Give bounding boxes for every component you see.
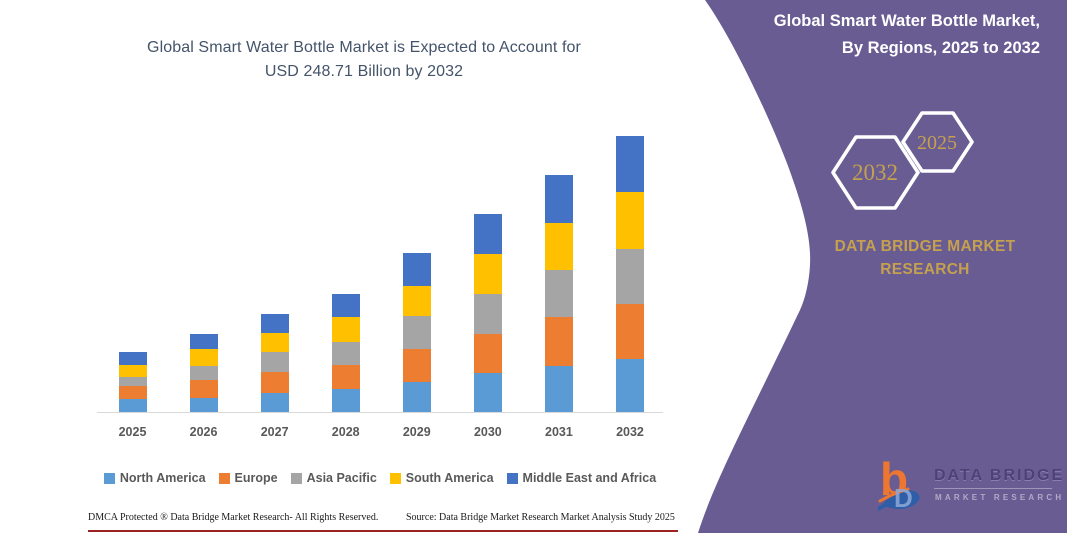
- bar-group-2026: [189, 333, 218, 412]
- legend-label: Asia Pacific: [306, 471, 377, 485]
- bar-segment: [189, 333, 218, 350]
- x-axis-label: 2026: [189, 425, 218, 439]
- logo-divider: [934, 488, 1052, 489]
- bar-group-2031: [544, 175, 573, 412]
- bar-segment: [331, 364, 360, 389]
- bar-segment: [118, 365, 147, 377]
- hexagon-2032-label: 2032: [852, 160, 898, 185]
- bar-group-2029: [402, 252, 431, 412]
- bar-group-2030: [473, 214, 502, 412]
- bar-segment: [544, 175, 573, 223]
- bar-segment: [118, 385, 147, 399]
- hexagon-2032: 2032: [831, 135, 920, 210]
- x-axis-label: 2028: [331, 425, 360, 439]
- legend-label: South America: [405, 471, 494, 485]
- x-axis-label: 2030: [473, 425, 502, 439]
- logo-text-market-research: MARKET RESEARCH: [935, 493, 1065, 502]
- legend-label: Middle East and Africa: [522, 471, 657, 485]
- plot-area: [97, 128, 663, 413]
- bar-segment: [544, 366, 573, 412]
- logo-text-data-bridge: DATA BRIDGE: [934, 467, 1065, 484]
- panel-title-line1: Global Smart Water Bottle Market,: [773, 12, 1040, 30]
- legend-label: Europe: [234, 471, 278, 485]
- brand-line1: DATA BRIDGE MARKET: [834, 238, 1016, 255]
- x-axis-label: 2027: [260, 425, 289, 439]
- brand-wordmark: DATA BRIDGE MARKET RESEARCH: [830, 235, 1020, 281]
- panel-title-line2: By Regions, 2025 to 2032: [841, 39, 1040, 57]
- bar-group-2028: [331, 293, 360, 412]
- x-axis-label: 2032: [616, 425, 644, 439]
- source-note: Source: Data Bridge Market Research Mark…: [406, 512, 675, 523]
- purple-panel-shape: [698, 0, 1067, 533]
- legend-swatch: [218, 472, 230, 484]
- bar-segment: [402, 348, 431, 382]
- bar-segment: [260, 333, 289, 353]
- bar-segment: [260, 313, 289, 334]
- bar-segment: [473, 253, 502, 295]
- hexagon-2025: 2025: [901, 111, 974, 173]
- bar-group-2027: [260, 313, 289, 412]
- bar-segment: [402, 316, 431, 349]
- bar-segment: [615, 248, 644, 304]
- bar-segment: [402, 252, 431, 286]
- footer-divider-line: [88, 530, 678, 532]
- bar-segment: [473, 333, 502, 373]
- bar-segment: [544, 317, 573, 367]
- legend-item: Europe: [218, 471, 278, 485]
- dmca-notice: DMCA Protected ® Data Bridge Market Rese…: [88, 512, 379, 523]
- chart-title: Global Smart Water Bottle Market is Expe…: [58, 36, 670, 84]
- legend-swatch: [389, 472, 401, 484]
- chart-title-line1: Global Smart Water Bottle Market is Expe…: [147, 39, 581, 56]
- bar-segment: [189, 397, 218, 412]
- bar-segment: [118, 398, 147, 412]
- bar-segment: [402, 381, 431, 412]
- bar-segment: [118, 376, 147, 386]
- bar-segment: [615, 135, 644, 193]
- bar-segment: [260, 372, 289, 394]
- x-axis-labels: 2025 2026 2027 2028 2029 2030 2031 2032: [0, 425, 700, 443]
- bar-group-2025: [118, 352, 147, 412]
- svg-text:D: D: [894, 483, 913, 513]
- bar-segment: [118, 352, 147, 366]
- bar-segment: [473, 294, 502, 334]
- legend-item: Middle East and Africa: [506, 471, 657, 485]
- legend-item: Asia Pacific: [290, 471, 377, 485]
- bar-segment: [544, 222, 573, 270]
- bar-segment: [473, 372, 502, 412]
- bar-segment: [331, 293, 360, 318]
- panel-title: Global Smart Water Bottle Market, By Reg…: [710, 8, 1040, 62]
- dbmr-logo: b D DATA BRIDGE MARKET RESEARCH: [878, 455, 1063, 525]
- bar-segment: [544, 269, 573, 318]
- x-axis-label: 2029: [402, 425, 431, 439]
- chart-legend: North America Europe Asia Pacific South Ame…: [80, 471, 680, 485]
- chart-title-line2: USD 248.71 Billion by 2032: [264, 63, 464, 80]
- x-axis-label: 2025: [118, 425, 147, 439]
- brand-line2: RESEARCH: [880, 261, 970, 278]
- bar-segment: [260, 352, 289, 373]
- bar-segment: [615, 303, 644, 359]
- legend-swatch: [506, 472, 518, 484]
- bar-segment: [331, 317, 360, 343]
- bar-group-2032: [615, 135, 644, 412]
- legend-item: South America: [389, 471, 494, 485]
- bar-segment: [615, 358, 644, 412]
- bar-segment: [331, 342, 360, 365]
- legend-swatch: [103, 472, 115, 484]
- bar-segment: [331, 388, 360, 412]
- bar-segment: [189, 366, 218, 381]
- legend-item: North America: [103, 471, 206, 485]
- bar-segment: [473, 214, 502, 254]
- bar-segment: [189, 349, 218, 367]
- hexagon-2025-label: 2025: [917, 132, 957, 154]
- dbmr-logo-mark-icon: b D: [878, 455, 920, 513]
- legend-swatch: [290, 472, 302, 484]
- legend-label: North America: [119, 471, 206, 485]
- bar-segment: [615, 192, 644, 249]
- bar-segment: [260, 393, 289, 412]
- x-axis-label: 2031: [545, 425, 573, 439]
- bar-segment: [189, 380, 218, 398]
- bar-segment: [402, 285, 431, 317]
